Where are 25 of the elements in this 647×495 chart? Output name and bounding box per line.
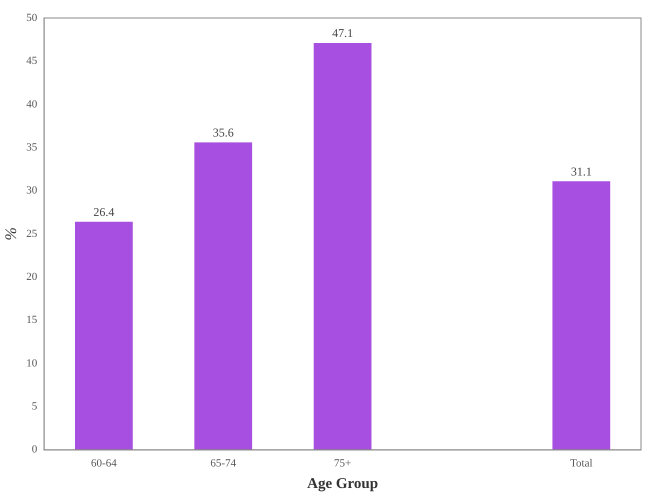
bar [194, 142, 252, 450]
data-label: 31.1 [570, 164, 592, 178]
y-tick-label: 35 [26, 141, 38, 154]
y-axis-title: % [2, 227, 20, 241]
x-tick-label: 75+ [334, 457, 352, 470]
y-tick-label: 0 [32, 444, 38, 456]
x-tick-label: Total [570, 457, 593, 470]
x-axis-title: Age Group [307, 476, 378, 492]
data-label: 47.1 [332, 26, 354, 40]
bar [314, 43, 372, 450]
data-label: 35.6 [212, 126, 234, 140]
data-label: 26.4 [93, 204, 114, 219]
y-tick-label: 20 [26, 270, 38, 283]
y-tick-label: 5 [32, 400, 38, 413]
x-tick-label: 65-74 [210, 457, 237, 470]
y-tick-label: 30 [26, 184, 38, 197]
bar [552, 181, 610, 450]
y-tick-label: 15 [26, 314, 38, 326]
y-tick-label: 45 [26, 55, 38, 68]
y-tick-label: 10 [26, 357, 38, 370]
bar [74, 222, 133, 450]
y-tick-label: 50 [26, 12, 38, 24]
x-tick-label: 60-64 [91, 457, 118, 470]
y-tick-label: 25 [26, 228, 38, 240]
y-tick-label: 40 [26, 98, 38, 110]
